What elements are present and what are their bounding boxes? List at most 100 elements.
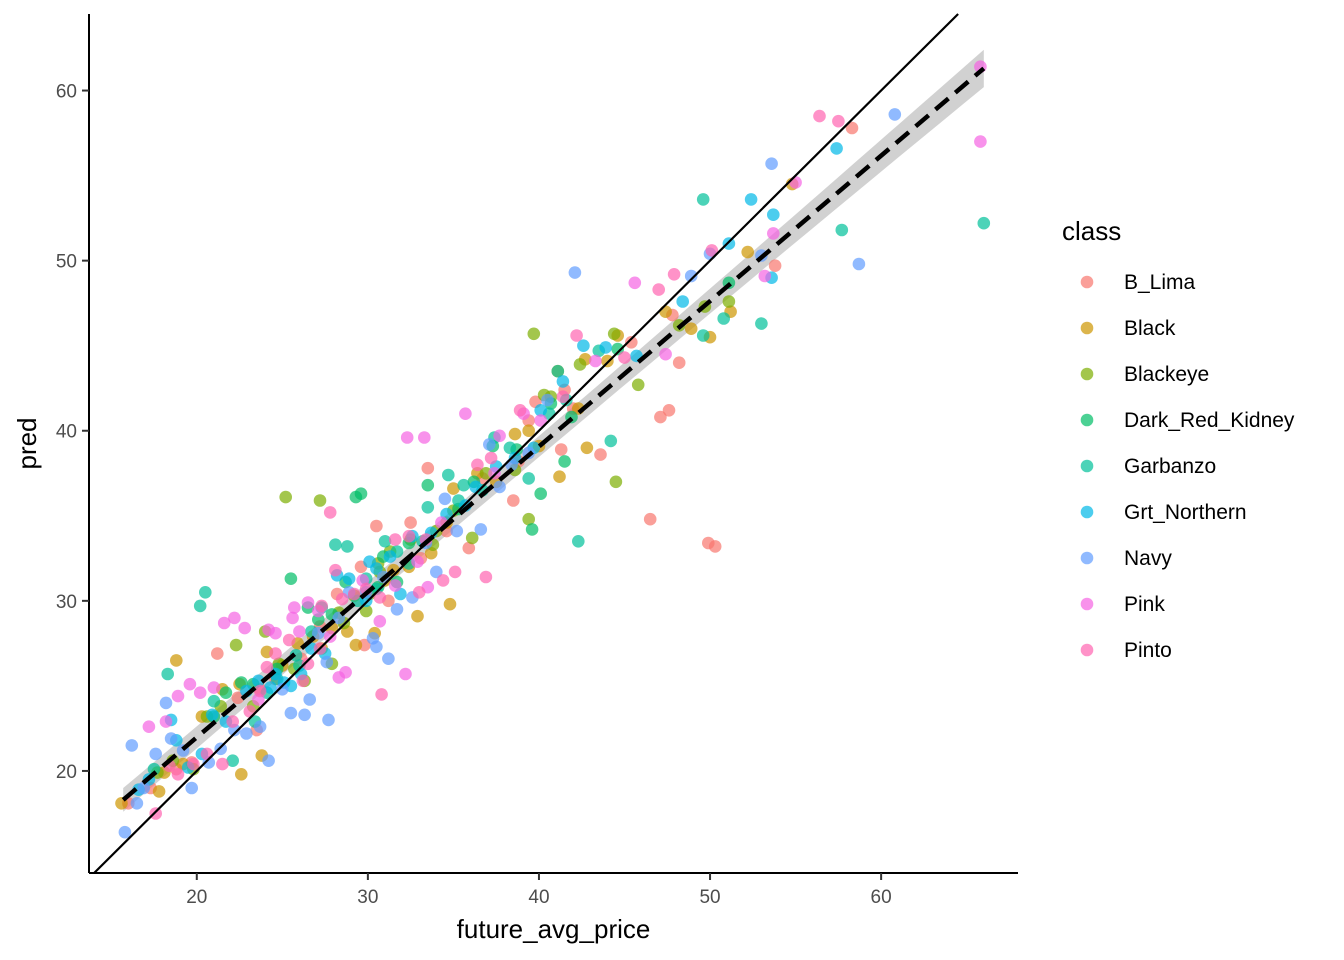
y-tick-label: 40 [56,422,77,443]
point-grt-northern [722,237,736,250]
point-b-lima [768,259,782,273]
point-blackeye [609,475,623,489]
point-navy [253,720,267,733]
point-grt-northern [469,480,483,494]
point-pink [171,689,185,703]
point-pink [373,615,387,628]
point-pink [399,667,412,681]
point-pinto [402,529,416,543]
point-pink [301,596,315,609]
point-b-lima [370,519,383,533]
x-axis-title: future_avg_price [457,914,651,944]
legend-label: B_Lima [1124,271,1196,294]
point-black [152,785,166,798]
axes: 20 30 40 50 60 20 30 40 50 60 future_avg_price p… [12,14,1018,944]
legend-item-grt-northern: Grt_Northern [1080,501,1247,524]
point-garbanzo [551,364,565,378]
y-tick-label: 60 [56,82,77,103]
point-b-lima [625,336,638,349]
legend-label: Dark_Red_Kidney [1124,409,1295,432]
point-pink [262,623,275,637]
legend-label: Pinto [1124,639,1172,662]
point-pinto [171,768,185,781]
point-garbanzo [457,478,471,492]
point-pink [758,269,772,283]
x-tick-label: 20 [186,887,207,908]
point-garbanzo [341,540,354,553]
point-navy [185,781,198,795]
point-pink [534,414,547,427]
point-pinto [216,757,229,771]
point-garbanzo [161,667,174,681]
point-pink [974,135,987,148]
point-pinto [375,688,388,701]
point-navy [118,825,132,839]
point-pinto [556,390,570,404]
point-blackeye [229,638,243,652]
legend-item-blackeye: Blackeye [1080,363,1209,386]
point-pink [488,467,501,480]
legend-item-garbanzo: Garbanzo [1080,455,1216,478]
point-dark-red-kidney [534,487,547,501]
point-b-lima [231,691,245,705]
legend-key [1080,275,1094,289]
point-pinto [260,660,274,674]
point-blackeye [607,327,621,341]
point-grt-northern [577,339,590,353]
point-b-lima [554,443,568,456]
point-navy [888,108,902,121]
point-garbanzo [226,754,239,767]
point-garbanzo [503,441,517,455]
point-pinto [329,563,342,577]
legend-key [1080,505,1094,519]
point-b-lima [421,461,435,475]
point-pink [659,347,672,361]
point-navy [125,739,139,752]
point-blackeye [631,378,645,392]
point-garbanzo [378,535,392,548]
legend-key [1080,321,1094,335]
point-pinto [388,533,402,546]
point-pinto [652,283,665,296]
legend-key [1080,367,1094,381]
y-tick-label: 30 [56,592,77,613]
point-garbanzo [835,223,849,237]
point-grt-northern [676,295,689,308]
point-grt-northern [264,681,277,694]
legend-item-black: Black [1080,317,1176,340]
point-pinto [315,599,329,613]
point-navy [541,393,554,407]
point-pinto [296,674,310,688]
legend-key [1080,643,1094,657]
point-navy [284,706,298,720]
legend-key [1080,551,1094,565]
point-pink [293,625,306,638]
legend-title: class [1062,216,1121,246]
x-tick-label: 50 [699,887,720,908]
point-pinto [813,109,826,123]
linear-fit-line [121,66,986,802]
x-axis-ticks: 20 30 40 50 60 [186,873,892,908]
y-tick-label: 20 [56,762,77,783]
point-pink [286,611,299,625]
point-black [741,245,754,259]
point-navy [214,742,227,756]
point-navy [276,683,289,696]
point-navy [137,781,150,795]
x-tick-label: 60 [871,887,892,908]
point-pink [388,579,402,592]
point-black [522,424,535,438]
point-navy [390,603,404,616]
point-dark-red-kidney [349,490,363,504]
point-blackeye [279,490,293,504]
point-garbanzo [329,538,342,551]
point-black [235,768,248,781]
point-grt-northern [556,375,570,388]
point-b-lima [845,121,859,135]
point-navy [493,480,506,494]
point-grt-northern [744,193,758,206]
point-navy [303,693,317,706]
point-navy [474,523,488,536]
point-grt-northern [767,208,780,221]
point-blackeye [313,494,327,507]
